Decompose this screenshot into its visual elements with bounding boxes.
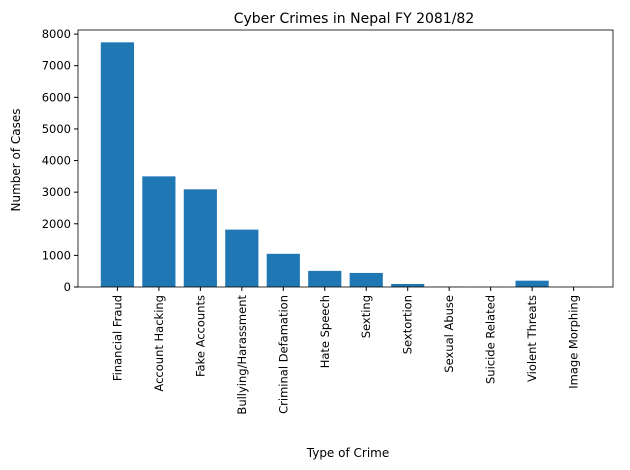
y-tick-label: 1000 [42,248,71,262]
bar [225,229,259,287]
x-tick-label: Hate Speech [318,295,332,368]
x-tick-label: Sextortion [401,295,415,354]
bar [308,270,342,287]
bar [183,189,217,287]
y-tick-label: 6000 [42,90,71,104]
y-tick-label: 7000 [42,59,71,73]
x-tick-label: Image Morphing [567,295,581,389]
y-tick-label: 3000 [42,185,71,199]
x-tick-label: Criminal Defamation [276,295,290,414]
x-tick-label: Sexting [359,295,373,338]
bar [349,272,383,287]
plot-frame [77,29,614,288]
x-tick-label: Sexual Abuse [442,295,456,373]
bar [100,42,134,287]
x-tick-label: Fake Accounts [193,295,207,377]
x-tick-label: Bullying/Harassment [235,295,249,415]
x-tick-label: Violent Threats [525,295,539,382]
x-axis-label: Type of Crime [306,446,389,460]
x-tick-label: Suicide Related [484,295,498,384]
x-tick-label: Financial Fraud [110,295,124,381]
y-tick-label: 5000 [42,122,71,136]
x-tick-label: Account Hacking [152,295,166,392]
y-tick-label: 0 [64,280,71,294]
bar [266,253,300,287]
y-axis-label: Number of Cases [9,108,23,211]
bar [142,176,176,287]
bar [515,280,549,287]
y-tick-label: 8000 [42,27,71,41]
y-tick-label: 2000 [42,217,71,231]
y-tick-label: 4000 [42,154,71,168]
chart-title: Cyber Crimes in Nepal FY 2081/82 [234,11,475,27]
bar [391,283,425,287]
